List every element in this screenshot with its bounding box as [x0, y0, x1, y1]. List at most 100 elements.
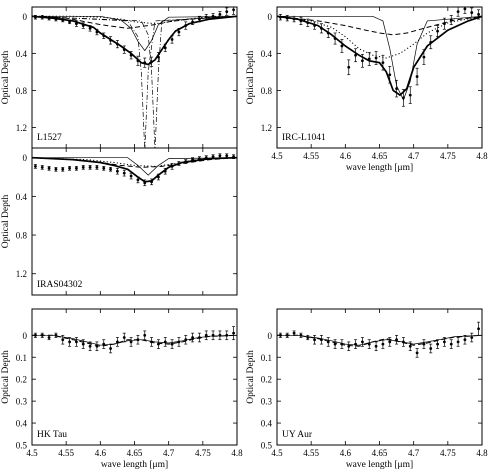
data-point	[54, 333, 58, 337]
x-tick-label: 4.8	[476, 151, 488, 161]
y-tick-label: 0.8	[16, 86, 28, 96]
data-point	[381, 61, 385, 65]
data-point	[395, 338, 398, 342]
data-point	[299, 333, 303, 337]
y-tick-label: 0.1	[261, 353, 272, 363]
data-point	[204, 15, 208, 19]
data-point	[456, 340, 460, 344]
data-point	[395, 87, 398, 91]
data-point	[143, 181, 147, 185]
data-point	[218, 13, 222, 16]
data-point	[198, 336, 201, 339]
data-point	[470, 336, 474, 339]
data-point	[422, 55, 426, 59]
data-point	[415, 351, 419, 355]
data-point	[150, 60, 153, 64]
data-point	[88, 26, 92, 30]
x-tick-label: 4.55	[303, 448, 319, 458]
data-point	[75, 166, 78, 170]
series-line-dotted	[32, 157, 237, 167]
y-tick-label: 0.2	[16, 375, 27, 385]
data-point	[415, 75, 419, 78]
data-point	[122, 171, 126, 175]
data-point	[81, 342, 85, 346]
data-point	[109, 167, 112, 171]
data-point	[408, 93, 412, 97]
y-tick-label: 0	[268, 331, 273, 341]
data-point	[54, 167, 58, 171]
x-tick-label: 4.75	[440, 151, 456, 161]
series-line-dashed	[32, 334, 237, 347]
data-point	[170, 38, 174, 41]
panel-label: IRAS04302	[37, 280, 83, 290]
data-point	[470, 11, 474, 14]
y-tick-label: 1.2	[16, 269, 27, 279]
x-tick-label: 4.65	[372, 151, 388, 161]
data-point	[198, 17, 201, 21]
data-point	[367, 57, 371, 61]
data-point	[204, 156, 208, 160]
data-point	[157, 55, 160, 59]
panel-label: L1527	[37, 133, 62, 143]
x-axis-label: wave length [μm]	[346, 163, 413, 173]
data-point	[285, 333, 289, 337]
data-point	[347, 65, 351, 69]
data-point	[443, 340, 446, 344]
x-tick-label: 4.65	[372, 448, 388, 458]
series-line-dashdot	[32, 15, 237, 148]
data-point	[340, 44, 344, 48]
y-tick-label: 0	[268, 12, 273, 22]
data-point	[388, 73, 392, 77]
data-point	[211, 333, 215, 337]
data-point	[163, 46, 167, 50]
panel-label: UY Aur	[282, 430, 313, 440]
data-point	[347, 344, 351, 348]
data-point	[61, 167, 65, 171]
data-point	[40, 165, 44, 169]
data-point	[374, 344, 378, 348]
data-point	[354, 342, 357, 346]
data-point	[34, 164, 37, 168]
y-tick-label: 0.5	[261, 441, 273, 451]
y-tick-label: 0.4	[16, 419, 28, 429]
data-point	[211, 14, 215, 18]
data-point	[313, 338, 316, 342]
panel-0: 0 0.4 0.8 1.2 Optical Depth L1527	[1, 6, 238, 149]
y-tick-label: 0	[23, 153, 28, 163]
panel-3: 0 0.1 0.2 0.3 0.4 0.54.5 4.55 4.6 4.65 4.7 4.75 4.8…	[1, 308, 243, 470]
data-point	[88, 344, 92, 348]
data-point	[306, 21, 310, 25]
data-point	[184, 338, 188, 342]
x-tick-label: 4.5	[271, 448, 283, 458]
series-line-solid-thick	[277, 15, 482, 97]
data-point	[184, 24, 188, 27]
data-point	[477, 13, 480, 16]
y-tick-label: 0.1	[16, 353, 27, 363]
data-point	[198, 157, 201, 161]
data-point	[54, 17, 58, 21]
data-point	[177, 162, 181, 165]
data-point	[443, 22, 446, 26]
plot-frame	[31, 6, 238, 149]
panel-2: 0 0.4 0.8 1.2 Optical Depth IRAS04302	[1, 147, 238, 296]
data-point	[320, 338, 323, 342]
x-tick-label: 4.75	[440, 448, 456, 458]
y-tick-label: 0.8	[16, 231, 28, 241]
data-point	[361, 59, 364, 63]
y-tick-label: 0	[23, 12, 28, 22]
data-point	[68, 20, 71, 24]
data-point	[163, 340, 167, 344]
x-tick-label: 4.75	[195, 448, 211, 458]
data-point	[184, 160, 188, 163]
data-point	[463, 338, 467, 342]
data-point	[47, 166, 51, 170]
data-point	[61, 18, 65, 22]
data-point	[170, 164, 174, 168]
data-point	[109, 38, 112, 42]
data-point	[225, 10, 229, 14]
data-point	[81, 24, 85, 27]
data-point	[279, 333, 282, 337]
x-tick-label: 4.7	[408, 448, 420, 458]
data-point	[456, 10, 460, 14]
data-point	[191, 20, 194, 24]
